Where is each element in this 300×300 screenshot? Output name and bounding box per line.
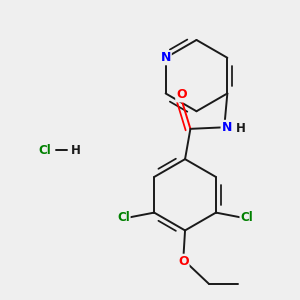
Text: Cl: Cl <box>117 212 130 224</box>
Text: N: N <box>160 51 171 64</box>
Text: O: O <box>176 88 187 101</box>
Text: Cl: Cl <box>240 212 253 224</box>
Text: O: O <box>178 255 189 268</box>
Text: H: H <box>71 143 81 157</box>
Text: N: N <box>222 121 232 134</box>
Text: Cl: Cl <box>38 143 51 157</box>
Text: H: H <box>236 122 246 135</box>
